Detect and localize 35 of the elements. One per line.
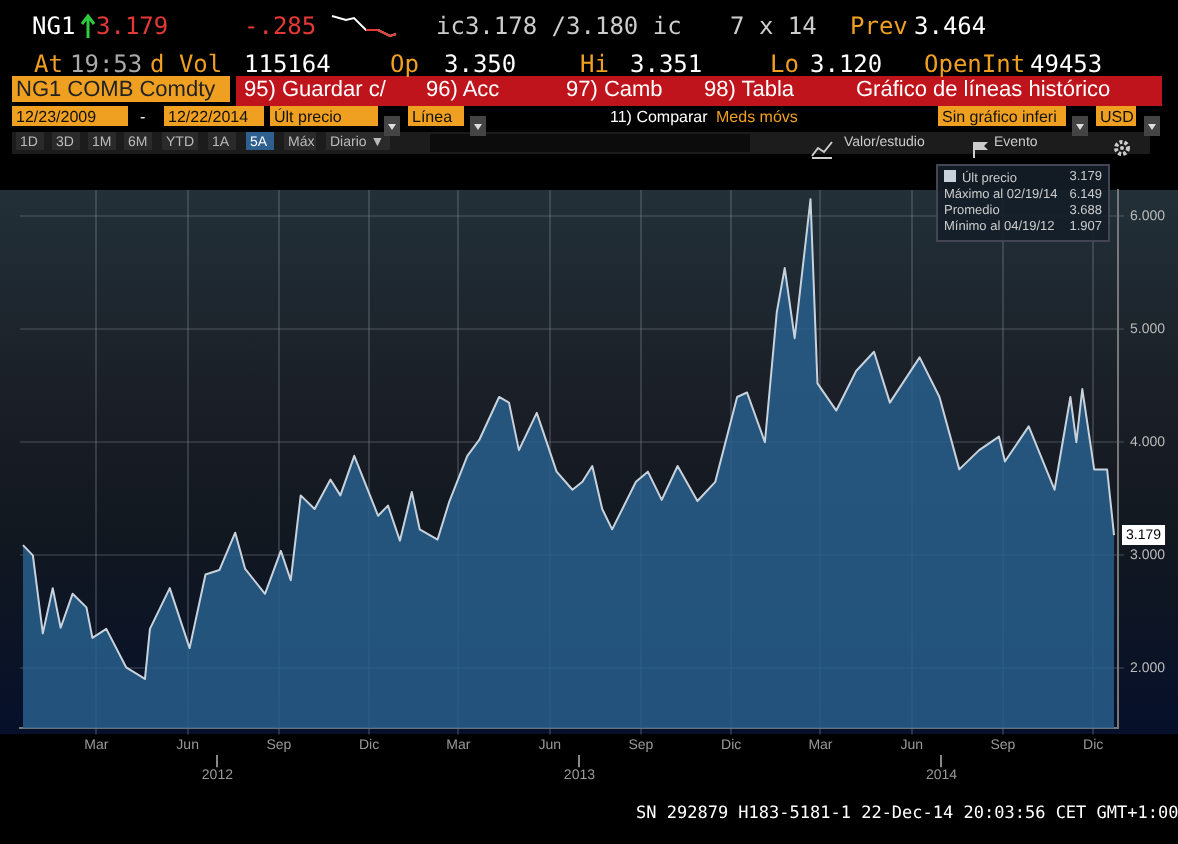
- text: 3.351: [630, 50, 703, 78]
- text: 3.464: [914, 12, 987, 40]
- text: Prev: [850, 12, 908, 40]
- text: d Vol: [150, 50, 223, 78]
- text: 12/23/2009: [16, 108, 97, 126]
- text: At: [34, 50, 63, 78]
- text: Meds móvs: [716, 108, 798, 126]
- text: Línea: [412, 108, 453, 126]
- text: NG1 COMB Comdty: [16, 78, 216, 102]
- text: 96) Acc: [426, 78, 500, 102]
- text: 49453: [1030, 50, 1103, 78]
- text: Sin gráfico inferi: [942, 108, 1057, 126]
- text: 3.120: [810, 50, 883, 78]
- text: 115164: [244, 50, 331, 78]
- text: SN 292879 H183-5181-1 22-Dec-14 20:03:56 CET GMT+1:00: [636, 804, 1178, 824]
- text: 11) Comparar: [610, 108, 708, 126]
- text: NG1: [32, 12, 76, 40]
- text: 3.179: [96, 12, 169, 40]
- text: Op: [390, 50, 419, 78]
- text: -: [140, 108, 146, 126]
- text: OpenInt: [924, 50, 1026, 78]
- text: 98) Tabla: [704, 78, 795, 102]
- text: 97) Camb: [566, 78, 663, 102]
- text: USD: [1100, 108, 1134, 126]
- text: Lo: [770, 50, 799, 78]
- text: 3.350: [444, 50, 517, 78]
- text: 95) Guardar c/: [244, 78, 386, 102]
- text: 19:53: [70, 50, 143, 78]
- text: ic3.178 /3.180 ic: [436, 12, 682, 40]
- chart-title: Gráfico de líneas histórico: [856, 78, 1111, 102]
- text: 7 x 14: [730, 12, 817, 40]
- text: -.285: [244, 12, 317, 40]
- text: Últ precio: [274, 108, 342, 126]
- text: 12/22/2014: [168, 108, 249, 126]
- text: Hi: [580, 50, 609, 78]
